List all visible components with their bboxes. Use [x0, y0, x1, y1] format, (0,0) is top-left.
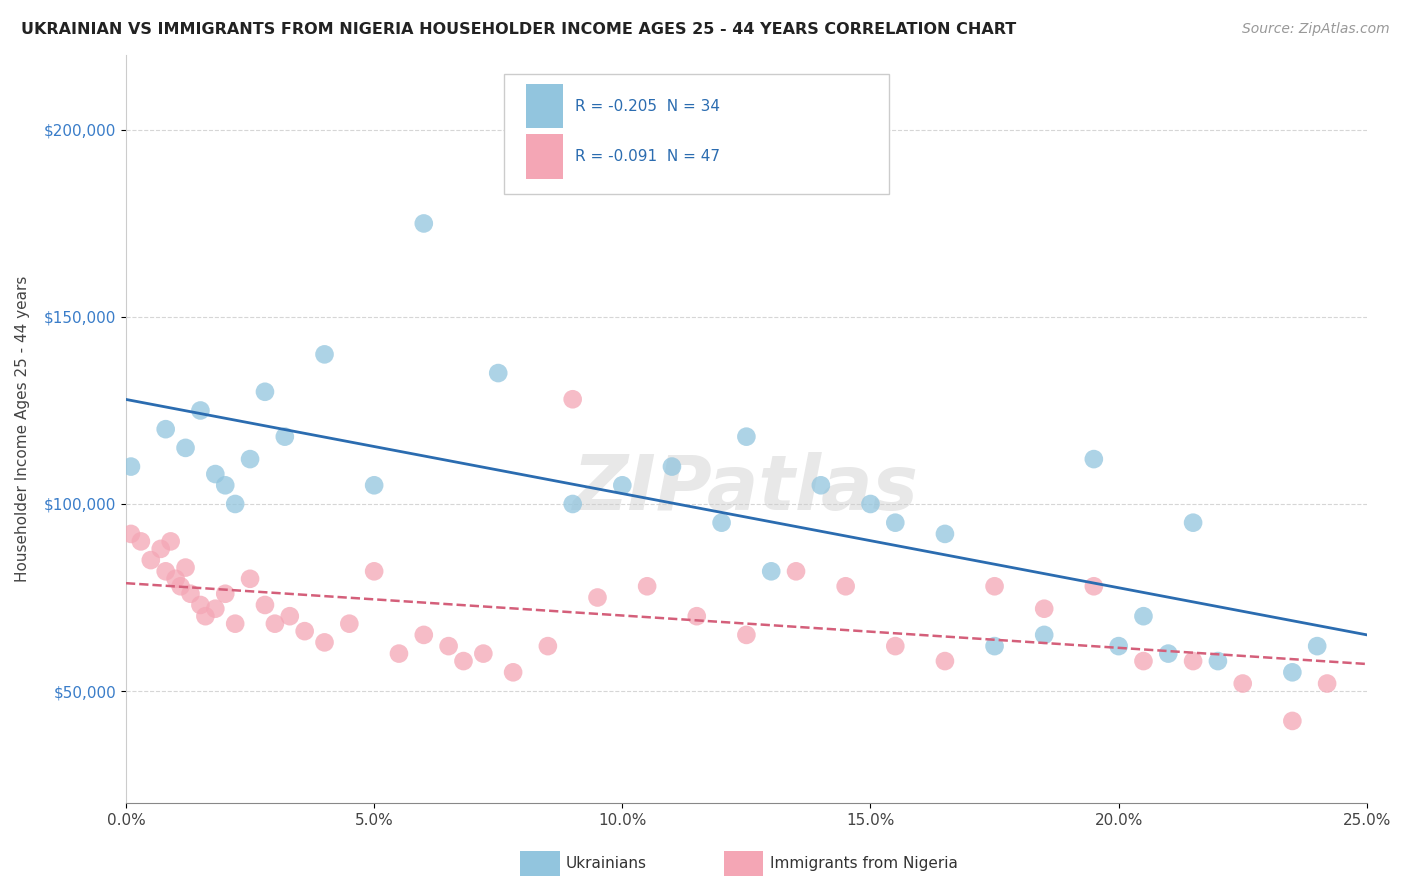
Point — [934, 527, 956, 541]
Point — [983, 639, 1005, 653]
Point — [1132, 654, 1154, 668]
Point — [214, 478, 236, 492]
Y-axis label: Householder Income Ages 25 - 44 years: Householder Income Ages 25 - 44 years — [15, 276, 30, 582]
Text: R = -0.205  N = 34: R = -0.205 N = 34 — [575, 98, 720, 113]
Point — [586, 591, 609, 605]
Point — [278, 609, 301, 624]
Point — [1232, 676, 1254, 690]
Point — [761, 564, 783, 578]
Point — [169, 579, 191, 593]
Point — [149, 541, 172, 556]
Point — [486, 366, 509, 380]
Point — [1281, 714, 1303, 728]
Point — [363, 478, 385, 492]
Point — [810, 478, 832, 492]
Point — [735, 628, 758, 642]
Point — [1306, 639, 1329, 653]
Point — [561, 497, 583, 511]
Point — [1182, 654, 1205, 668]
Text: ZIPatlas: ZIPatlas — [574, 452, 920, 526]
Point — [363, 564, 385, 578]
Point — [224, 497, 246, 511]
Point — [159, 534, 181, 549]
Point — [437, 639, 460, 653]
Text: R = -0.091  N = 47: R = -0.091 N = 47 — [575, 149, 720, 163]
Text: Immigrants from Nigeria: Immigrants from Nigeria — [770, 856, 959, 871]
Point — [337, 616, 360, 631]
FancyBboxPatch shape — [526, 84, 562, 128]
Point — [224, 616, 246, 631]
Point — [239, 572, 262, 586]
Point — [686, 609, 709, 624]
Point — [194, 609, 217, 624]
Point — [453, 654, 475, 668]
Point — [785, 564, 807, 578]
FancyBboxPatch shape — [526, 134, 562, 178]
Point — [204, 601, 226, 615]
Point — [636, 579, 658, 593]
Point — [1033, 601, 1056, 615]
Point — [129, 534, 152, 549]
Point — [1316, 676, 1339, 690]
Point — [884, 516, 907, 530]
Point — [834, 579, 856, 593]
Point — [1281, 665, 1303, 680]
Point — [314, 347, 336, 361]
Point — [934, 654, 956, 668]
Point — [859, 497, 882, 511]
Point — [155, 564, 177, 578]
Point — [179, 587, 201, 601]
Point — [1157, 647, 1180, 661]
Point — [274, 430, 297, 444]
Point — [174, 560, 197, 574]
Point — [983, 579, 1005, 593]
Point — [412, 628, 434, 642]
Point — [1083, 579, 1105, 593]
Point — [1083, 452, 1105, 467]
Point — [314, 635, 336, 649]
Text: Ukrainians: Ukrainians — [565, 856, 647, 871]
Point — [1033, 628, 1056, 642]
Point — [190, 598, 212, 612]
Text: Source: ZipAtlas.com: Source: ZipAtlas.com — [1241, 22, 1389, 37]
Point — [139, 553, 162, 567]
Point — [710, 516, 733, 530]
Point — [120, 527, 142, 541]
Point — [174, 441, 197, 455]
FancyBboxPatch shape — [505, 74, 889, 194]
Point — [661, 459, 683, 474]
Point — [253, 598, 276, 612]
Point — [204, 467, 226, 481]
Point — [155, 422, 177, 436]
Point — [388, 647, 411, 661]
Point — [239, 452, 262, 467]
Point — [472, 647, 495, 661]
Point — [120, 459, 142, 474]
Text: UKRAINIAN VS IMMIGRANTS FROM NIGERIA HOUSEHOLDER INCOME AGES 25 - 44 YEARS CORRE: UKRAINIAN VS IMMIGRANTS FROM NIGERIA HOU… — [21, 22, 1017, 37]
Point — [165, 572, 187, 586]
Point — [1182, 516, 1205, 530]
Point — [214, 587, 236, 601]
Point — [1206, 654, 1229, 668]
Point — [612, 478, 634, 492]
Point — [735, 430, 758, 444]
Point — [1132, 609, 1154, 624]
Point — [253, 384, 276, 399]
Point — [1108, 639, 1130, 653]
Point — [264, 616, 287, 631]
Point — [190, 403, 212, 417]
Point — [884, 639, 907, 653]
Point — [561, 392, 583, 407]
Point — [502, 665, 524, 680]
Point — [294, 624, 316, 639]
Point — [537, 639, 560, 653]
Point — [412, 217, 434, 231]
